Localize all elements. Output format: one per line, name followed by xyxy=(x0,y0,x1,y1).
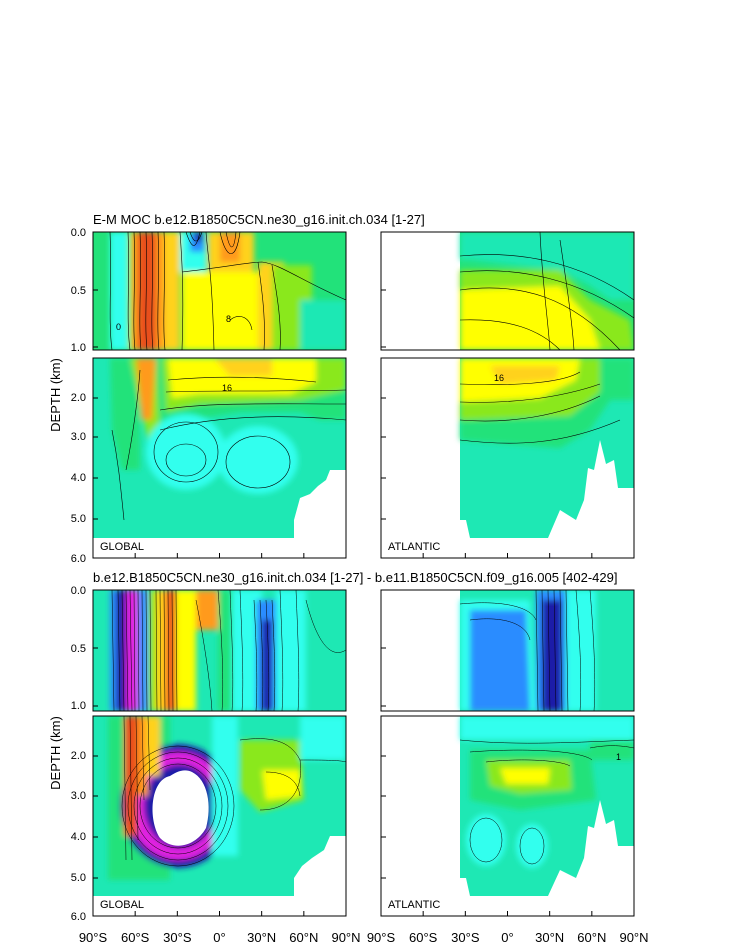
ytick-bot-3: 2.0 xyxy=(71,750,86,762)
ytick-bot-6: 5.0 xyxy=(71,872,86,884)
panel-bottom-global-lower: GLOBAL xyxy=(93,716,346,916)
xtick-label-0-4: 30°N xyxy=(247,930,276,945)
xtick-label-1-2: 30°S xyxy=(451,930,480,945)
panel-label-global-bottom: GLOBAL xyxy=(100,899,144,911)
panel-top-global-lower: 16 GLOBAL xyxy=(93,358,346,558)
ytick-top-7: 6.0 xyxy=(71,553,86,565)
frame-bottom-atlantic-upper xyxy=(380,589,635,712)
ytick-top-1: 0.5 xyxy=(71,285,86,297)
frame-bottom-global-upper xyxy=(92,589,347,712)
xtick-label-1-3: 0° xyxy=(501,930,513,945)
ytick-bot-4: 3.0 xyxy=(71,790,86,802)
xtick-label-0-5: 60°N xyxy=(289,930,318,945)
panel-top-atlantic-lower: 16 ATLANTIC xyxy=(381,358,634,558)
xtick-label-0-3: 0° xyxy=(213,930,225,945)
xtick-label-0-1: 60°S xyxy=(121,930,150,945)
top-ylabel: DEPTH (km) xyxy=(48,358,63,432)
ytick-top-3: 2.0 xyxy=(71,392,86,404)
xtick-label-1-5: 60°N xyxy=(577,930,606,945)
panel-bottom-atlantic-upper xyxy=(381,590,634,711)
panel-label-atlantic-top: ATLANTIC xyxy=(388,541,440,553)
panel-bottom-atlantic-lower: 1 ATLANTIC xyxy=(381,716,634,916)
xtick-label-0-0: 90°S xyxy=(79,930,108,945)
ytick-top-2: 1.0 xyxy=(71,342,86,354)
xtick-label-1-1: 60°S xyxy=(409,930,438,945)
xtick-label-1-6: 90°N xyxy=(619,930,648,945)
ytick-bot-5: 4.0 xyxy=(71,831,86,843)
tick-marks xyxy=(92,231,635,917)
panel-top-atlantic-upper xyxy=(381,232,634,350)
contour-label-sixteen: 16 xyxy=(222,383,232,393)
xtick-label-0-2: 30°S xyxy=(163,930,192,945)
panel-label-global-top: GLOBAL xyxy=(100,541,144,553)
xtick-label-1-0: 90°S xyxy=(367,930,396,945)
frame-top-atlantic-upper xyxy=(380,231,635,351)
panel-label-atlantic-bottom: ATLANTIC xyxy=(388,899,440,911)
top-figure-title: E-M MOC b.e12.B1850C5CN.ne30_g16.init.ch… xyxy=(93,212,425,227)
ytick-top-5: 4.0 xyxy=(71,472,86,484)
bottom-ylabel: DEPTH (km) xyxy=(48,716,63,790)
contour-label-one: 1 xyxy=(616,752,621,762)
xtick-label-0-6: 90°N xyxy=(331,930,360,945)
contour-label-sixteen-atl: 16 xyxy=(494,373,504,383)
x-tick-labels: 90°S 60°S 30°S 0° 30°N 60°N 90°N 60°S 30°S 0° 30°N… xyxy=(79,930,649,945)
frame-top-global-upper xyxy=(92,231,347,351)
ytick-top-0: 0.0 xyxy=(71,227,86,239)
ytick-bot-2: 1.0 xyxy=(71,700,86,712)
bottom-figure-title: b.e12.B1850C5CN.ne30_g16.init.ch.034 [1-… xyxy=(93,570,617,585)
panel-top-global-upper: 8 0 xyxy=(93,232,346,350)
ytick-bot-7: 6.0 xyxy=(71,911,86,923)
ytick-top-4: 3.0 xyxy=(71,431,86,443)
contour-label-zero: 0 xyxy=(116,322,121,332)
ytick-top-6: 5.0 xyxy=(71,513,86,525)
panel-bottom-global-upper xyxy=(93,590,346,711)
contour-label-eight: 8 xyxy=(226,314,231,324)
ytick-bot-0: 0.0 xyxy=(71,585,86,597)
ytick-bot-1: 0.5 xyxy=(71,643,86,655)
xtick-label-1-4: 30°N xyxy=(535,930,564,945)
